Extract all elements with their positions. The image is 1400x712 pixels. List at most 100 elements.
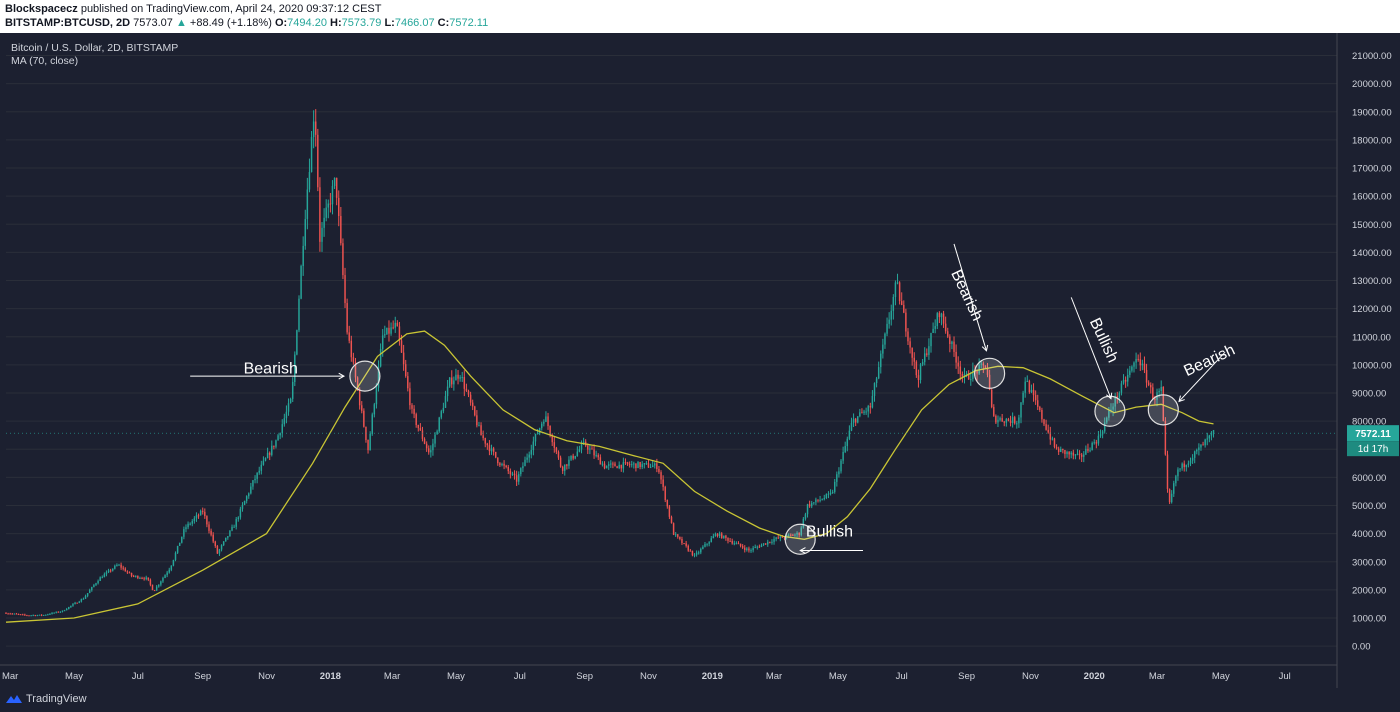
candle-body <box>1143 363 1146 370</box>
candle-body <box>605 465 608 469</box>
crossover-circle <box>1094 395 1126 427</box>
candle-body <box>1173 483 1175 494</box>
candle-body <box>1043 419 1045 425</box>
candle-body <box>350 340 353 358</box>
candle-body <box>790 534 792 536</box>
candle-body <box>511 473 514 475</box>
candle-body <box>298 298 300 331</box>
candle-body <box>371 414 373 434</box>
candle-body <box>505 465 507 468</box>
candle-body <box>1198 447 1200 450</box>
candle-body <box>557 451 560 458</box>
candle-body <box>1150 385 1152 388</box>
author-name[interactable]: Blockspacecz <box>5 3 78 15</box>
candle-body <box>524 459 526 467</box>
candle-body <box>51 612 53 614</box>
candle-body <box>543 421 545 424</box>
candle-body <box>432 443 434 451</box>
candle-body <box>1064 449 1066 455</box>
candle-body <box>871 395 874 408</box>
candle-body <box>700 548 702 553</box>
candle-body <box>218 549 221 554</box>
candle-body <box>1007 419 1010 421</box>
y-tick-label: 6000.00 <box>1352 473 1386 484</box>
candle-body <box>492 448 495 452</box>
candle-body <box>635 463 637 469</box>
x-tick-label: Mar <box>2 671 18 682</box>
candle-body <box>17 613 20 615</box>
candle-body <box>681 538 683 544</box>
candle-body <box>536 433 539 435</box>
candle-body <box>348 332 350 341</box>
candle-body <box>949 336 951 344</box>
candle-body <box>254 478 256 481</box>
candle-body <box>356 377 359 390</box>
candle-body <box>375 387 378 405</box>
candle-body <box>1108 410 1110 418</box>
candle-body <box>637 462 639 469</box>
price-chart[interactable]: 0.00 1000.00 2000.00 3000.00 4000.00 5000.00 6… <box>0 33 1400 688</box>
candle-body <box>934 326 936 329</box>
candle-body <box>1078 453 1081 455</box>
x-tick-label: Nov <box>258 671 275 682</box>
candle-body <box>712 536 715 539</box>
x-tick-label: 2020 <box>1084 671 1105 682</box>
candle-body <box>593 449 595 456</box>
candle-body <box>1152 387 1154 399</box>
candle-body <box>553 442 556 448</box>
candle-body <box>11 613 14 615</box>
low-label: L: <box>384 17 395 29</box>
candle-body <box>210 530 212 535</box>
candle-body <box>262 460 265 465</box>
candle-body <box>1074 454 1077 456</box>
candle-body <box>206 516 208 525</box>
candle-body <box>245 496 248 502</box>
candle-body <box>114 565 116 569</box>
candle-body <box>1060 448 1062 452</box>
candle-body <box>817 499 819 501</box>
candle-body <box>283 418 286 425</box>
candle-body <box>589 448 591 450</box>
candle-body <box>63 610 66 612</box>
candle-body <box>882 344 884 354</box>
candle-body <box>953 341 955 352</box>
candle-body <box>798 532 800 536</box>
candle-body <box>687 545 689 551</box>
candle-body <box>628 464 631 466</box>
candle-body <box>409 388 411 406</box>
candle-body <box>229 530 231 537</box>
candle-body <box>388 327 390 334</box>
candle-body <box>1112 406 1114 410</box>
candle-body <box>863 411 865 413</box>
candle-body <box>166 572 168 576</box>
candle-body <box>612 463 614 465</box>
candle-body <box>32 615 34 617</box>
candle-body <box>352 357 355 363</box>
candle-body <box>231 526 233 531</box>
candle-body <box>942 313 945 324</box>
candle-body <box>428 448 430 453</box>
candle-body <box>555 447 558 452</box>
candle-body <box>880 353 882 368</box>
candle-body <box>739 543 742 547</box>
candle-body <box>923 353 926 363</box>
y-tick-label: 11000.00 <box>1352 332 1391 343</box>
y-tick-label: 10000.00 <box>1352 360 1392 371</box>
candle-body <box>896 282 899 284</box>
candle-body <box>187 523 189 528</box>
candle-body <box>400 340 403 353</box>
countdown-label: 1d 17h <box>1358 444 1389 455</box>
candle-body <box>846 438 849 447</box>
x-tick-label: May <box>829 671 847 682</box>
y-tick-label: 2000.00 <box>1352 585 1386 596</box>
high-value: 7573.79 <box>341 17 382 29</box>
candle-body <box>338 197 340 217</box>
candle-body <box>836 474 838 482</box>
annotation-label: Bearish <box>1181 342 1237 380</box>
candle-body <box>815 499 817 503</box>
candle-body <box>365 426 367 440</box>
chart-canvas[interactable]: 0.00 1000.00 2000.00 3000.00 4000.00 5000.00 6… <box>0 33 1400 688</box>
candle-body <box>260 464 263 471</box>
tradingview-logo-icon <box>6 695 22 703</box>
candle-body <box>95 583 97 586</box>
